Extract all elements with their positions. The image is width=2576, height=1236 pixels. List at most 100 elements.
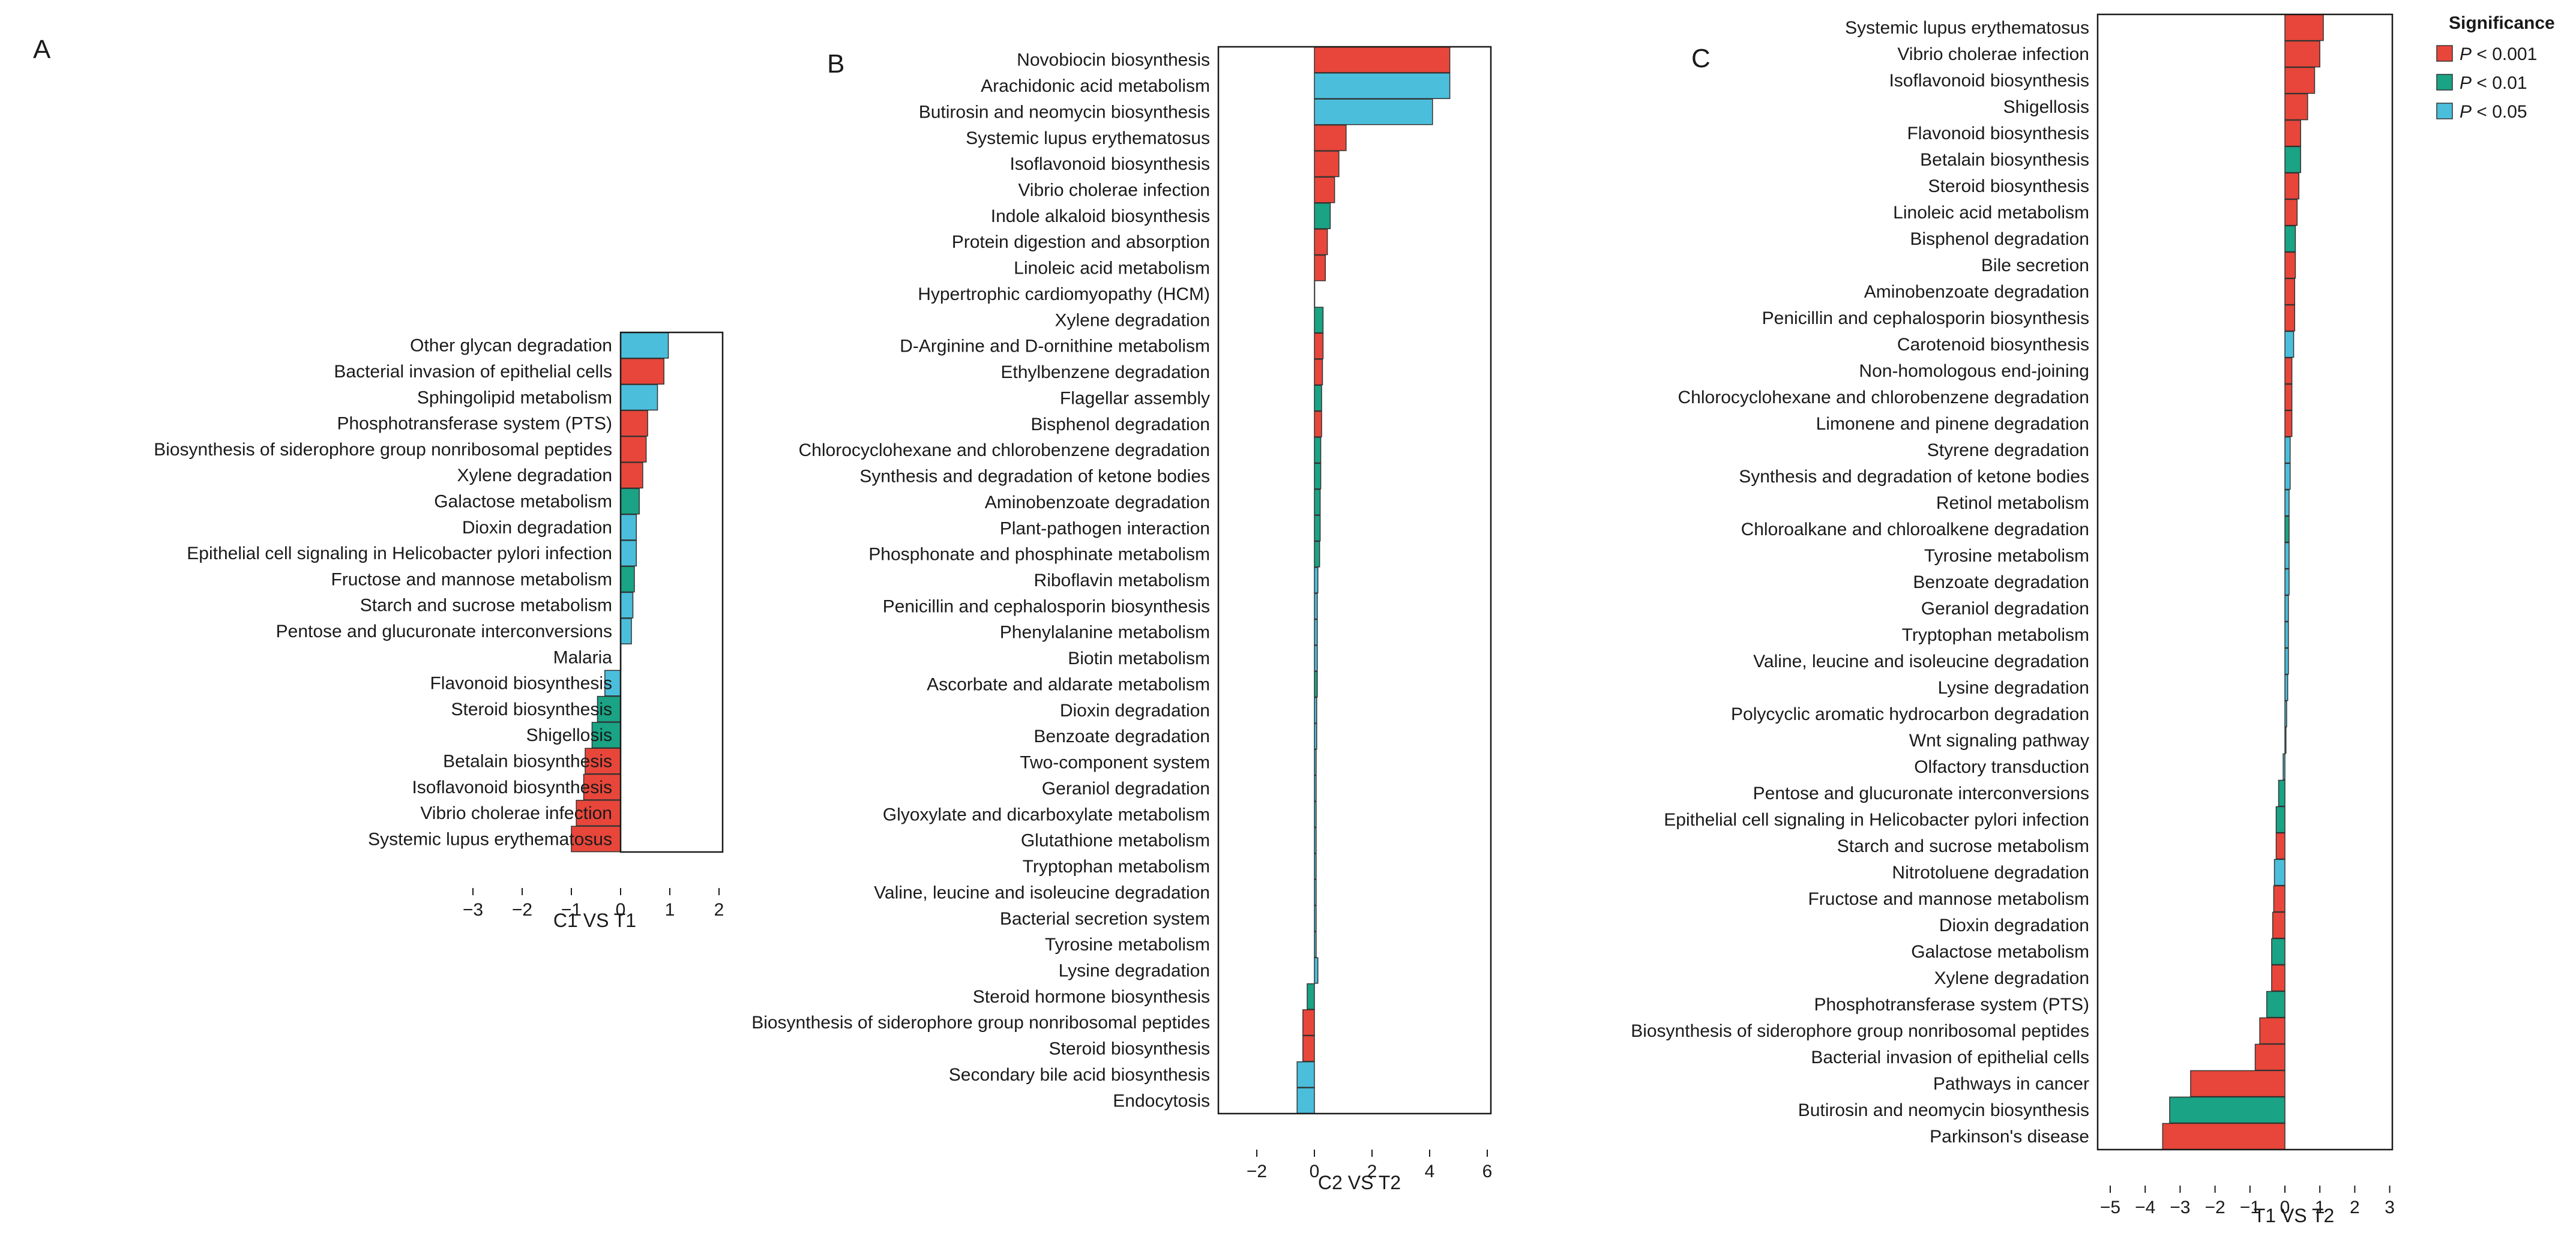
category-label-c-penicillin-and-cephalosporin-biosynthesis: Penicillin and cephalosporin biosynthesi… (1762, 308, 2089, 328)
bar-a-other-glycan-degradation (620, 332, 669, 359)
category-label-b-riboflavin-metabolism: Riboflavin metabolism (1034, 571, 1210, 590)
bar-a-isoflavonoid-biosynthesis (583, 773, 621, 800)
category-label-c-bisphenol-degradation: Bisphenol degradation (1910, 229, 2089, 249)
bar-b-indole-alkaloid-biosynthesis (1314, 202, 1331, 229)
category-label-c-linoleic-acid-metabolism: Linoleic acid metabolism (1893, 203, 2089, 223)
category-label-c-flavonoid-biosynthesis: Flavonoid biosynthesis (1907, 124, 2089, 143)
category-label-b-lysine-degradation: Lysine degradation (1059, 961, 1210, 980)
category-label-a-starch-and-sucrose-metabolism: Starch and sucrose metabolism (360, 596, 612, 616)
bar-c-limonene-and-pinene-degradation (2284, 410, 2293, 437)
category-label-a-biosynthesis-of-siderophore-group-nonribosomal-peptides: Biosynthesis of siderophore group nonrib… (154, 440, 612, 460)
bar-b-riboflavin-metabolism (1314, 567, 1319, 593)
bar-a-fructose-and-mannose-metabolism (620, 566, 635, 593)
bar-c-non-homologous-end-joining (2284, 357, 2293, 385)
category-label-b-phosphonate-and-phosphinate-metabolism: Phosphonate and phosphinate metabolism (868, 545, 1210, 565)
panel-b-chart: Novobiocin biosynthesis Arachidonic acid … (751, 46, 1492, 1193)
x-tick-label-c: −2 (2204, 1198, 2225, 1217)
bar-b-bisphenol-degradation (1314, 410, 1322, 437)
bar-c-synthesis-and-degradation-of-ketone-bodies (2284, 463, 2291, 490)
category-label-c-isoflavonoid-biosynthesis: Isoflavonoid biosynthesis (1889, 71, 2089, 91)
bar-c-tyrosine-metabolism (2284, 542, 2290, 569)
category-label-a-malaria: Malaria (553, 647, 613, 667)
bar-b-chlorocyclohexane-and-chlorobenzene-degradation (1314, 437, 1322, 464)
bar-c-systemic-lupus-erythematosus (2284, 14, 2324, 41)
bar-c-chlorocyclohexane-and-chlorobenzene-degradation (2284, 383, 2293, 411)
bar-a-xylene-degradation (620, 462, 643, 489)
category-label-b-steroid-biosynthesis: Steroid biosynthesis (1049, 1039, 1210, 1059)
legend-swatch-p01 (2436, 74, 2453, 91)
bar-a-sphingolipid-metabolism (620, 384, 658, 411)
category-label-c-chloroalkane-and-chloroalkene-degradation: Chloroalkane and chloroalkene degradatio… (1741, 520, 2089, 539)
bar-b-hypertrophic-cardiomyopathy-hcm (1314, 280, 1316, 307)
category-label-a-xylene-degradation: Xylene degradation (457, 466, 612, 485)
bar-a-pentose-and-glucuronate-interconversions (620, 617, 632, 644)
category-label-b-aminobenzoate-degradation: Aminobenzoate degradation (985, 493, 1210, 512)
panel-letter-c: C (1691, 44, 1711, 73)
x-tick-label-b: 2 (1367, 1162, 1377, 1181)
category-label-a-galactose-metabolism: Galactose metabolism (434, 491, 612, 511)
category-label-a-isoflavonoid-biosynthesis: Isoflavonoid biosynthesis (412, 778, 612, 797)
bar-b-vibrio-cholerae-infection (1314, 176, 1335, 203)
bar-a-vibrio-cholerae-infection (576, 800, 621, 827)
category-label-c-wnt-signaling-pathway: Wnt signaling pathway (1909, 731, 2089, 751)
bar-c-penicillin-and-cephalosporin-biosynthesis (2284, 304, 2296, 332)
category-label-b-glutathione-metabolism: Glutathione metabolism (1021, 831, 1210, 851)
category-label-b-indole-alkaloid-biosynthesis: Indole alkaloid biosynthesis (991, 206, 1210, 226)
category-label-b-protein-digestion-and-absorption: Protein digestion and absorption (952, 232, 1210, 252)
bar-c-steroid-biosynthesis (2284, 172, 2300, 200)
category-label-b-xylene-degradation: Xylene degradation (1055, 310, 1210, 330)
bar-b-bacterial-secretion-system (1314, 905, 1317, 932)
bar-c-epithelial-cell-signaling-in-helicobacter-pylori-infection (2275, 806, 2286, 833)
category-label-b-tyrosine-metabolism: Tyrosine metabolism (1045, 935, 1210, 955)
category-label-b-plant-pathogen-interaction: Plant-pathogen interaction (1000, 518, 1210, 538)
bar-b-steroid-hormone-biosynthesis (1307, 983, 1315, 1010)
category-label-c-systemic-lupus-erythematosus: Systemic lupus erythematosus (1845, 18, 2089, 38)
bar-b-flagellar-assembly (1314, 385, 1322, 412)
x-axis-title-c: T1 VS T2 (2254, 1205, 2335, 1226)
category-label-c-fructose-and-mannose-metabolism: Fructose and mannose metabolism (1808, 889, 2089, 909)
x-tick-label-c: −3 (2170, 1198, 2190, 1217)
category-label-c-tryptophan-metabolism: Tryptophan metabolism (1902, 625, 2089, 645)
category-label-c-benzoate-degradation: Benzoate degradation (1913, 572, 2089, 592)
category-label-b-hypertrophic-cardiomyopathy-hcm: Hypertrophic cardiomyopathy (HCM) (918, 284, 1210, 304)
category-label-b-vibrio-cholerae-infection: Vibrio cholerae infection (1018, 181, 1210, 200)
bar-c-biosynthesis-of-siderophore-group-nonribosomal-peptides (2259, 1017, 2286, 1045)
x-tick-label-c: −5 (2100, 1198, 2120, 1217)
category-label-c-butirosin-and-neomycin-biosynthesis: Butirosin and neomycin biosynthesis (1798, 1100, 2089, 1120)
category-label-b-phenylalanine-metabolism: Phenylalanine metabolism (1000, 623, 1210, 643)
x-tick-label-b: 0 (1310, 1162, 1320, 1181)
category-label-b-geraniol-degradation: Geraniol degradation (1042, 779, 1210, 799)
bar-b-glyoxylate-and-dicarboxylate-metabolism (1314, 801, 1317, 828)
category-label-b-glyoxylate-and-dicarboxylate-metabolism: Glyoxylate and dicarboxylate metabolism (883, 805, 1210, 824)
bar-b-biotin-metabolism (1314, 645, 1318, 672)
category-label-c-geraniol-degradation: Geraniol degradation (1921, 599, 2089, 619)
bar-c-olfactory-transduction (2283, 753, 2286, 781)
bar-c-geraniol-degradation (2284, 595, 2289, 622)
legend: Significance P < 0.001 P < 0.01 P < 0.05 (2436, 13, 2555, 122)
bar-c-butirosin-and-neomycin-biosynthesis (2169, 1096, 2286, 1124)
category-label-c-tyrosine-metabolism: Tyrosine metabolism (1924, 546, 2089, 566)
x-tick-label-a: −3 (463, 900, 483, 920)
panel-c-chart: Systemic lupus erythematosus Vibrio chole… (1631, 13, 2395, 1226)
bar-c-tryptophan-metabolism (2284, 621, 2289, 649)
category-label-b-biotin-metabolism: Biotin metabolism (1068, 649, 1210, 668)
bar-c-dioxin-degradation (2272, 911, 2286, 939)
bar-b-phenylalanine-metabolism (1314, 619, 1318, 646)
bar-c-betalain-biosynthesis (2284, 146, 2301, 173)
legend-label-p001: P < 0.001 (2460, 44, 2537, 64)
plot-frame-a (619, 331, 724, 853)
plot-frame-b (1217, 46, 1492, 1115)
category-label-c-limonene-and-pinene-degradation: Limonene and pinene degradation (1816, 414, 2089, 434)
category-label-c-nitrotoluene-degradation: Nitrotoluene degradation (1892, 863, 2089, 883)
bar-c-bisphenol-degradation (2284, 225, 2296, 253)
category-label-a-phosphotransferase-system-pts: Phosphotransferase system (PTS) (337, 414, 612, 434)
legend-label-p01: P < 0.01 (2460, 73, 2527, 93)
x-axis-title-a: C1 VS T1 (553, 910, 636, 931)
category-label-c-non-homologous-end-joining: Non-homologous end-joining (1859, 361, 2089, 381)
category-label-b-bacterial-secretion-system: Bacterial secretion system (1000, 909, 1210, 929)
bar-b-glutathione-metabolism (1314, 827, 1317, 854)
x-tick-label-c: 2 (2350, 1198, 2360, 1217)
category-label-b-novobiocin-biosynthesis: Novobiocin biosynthesis (1017, 50, 1210, 70)
legend-label-p05: P < 0.05 (2460, 102, 2527, 122)
bar-c-nitrotoluene-degradation (2274, 859, 2286, 886)
